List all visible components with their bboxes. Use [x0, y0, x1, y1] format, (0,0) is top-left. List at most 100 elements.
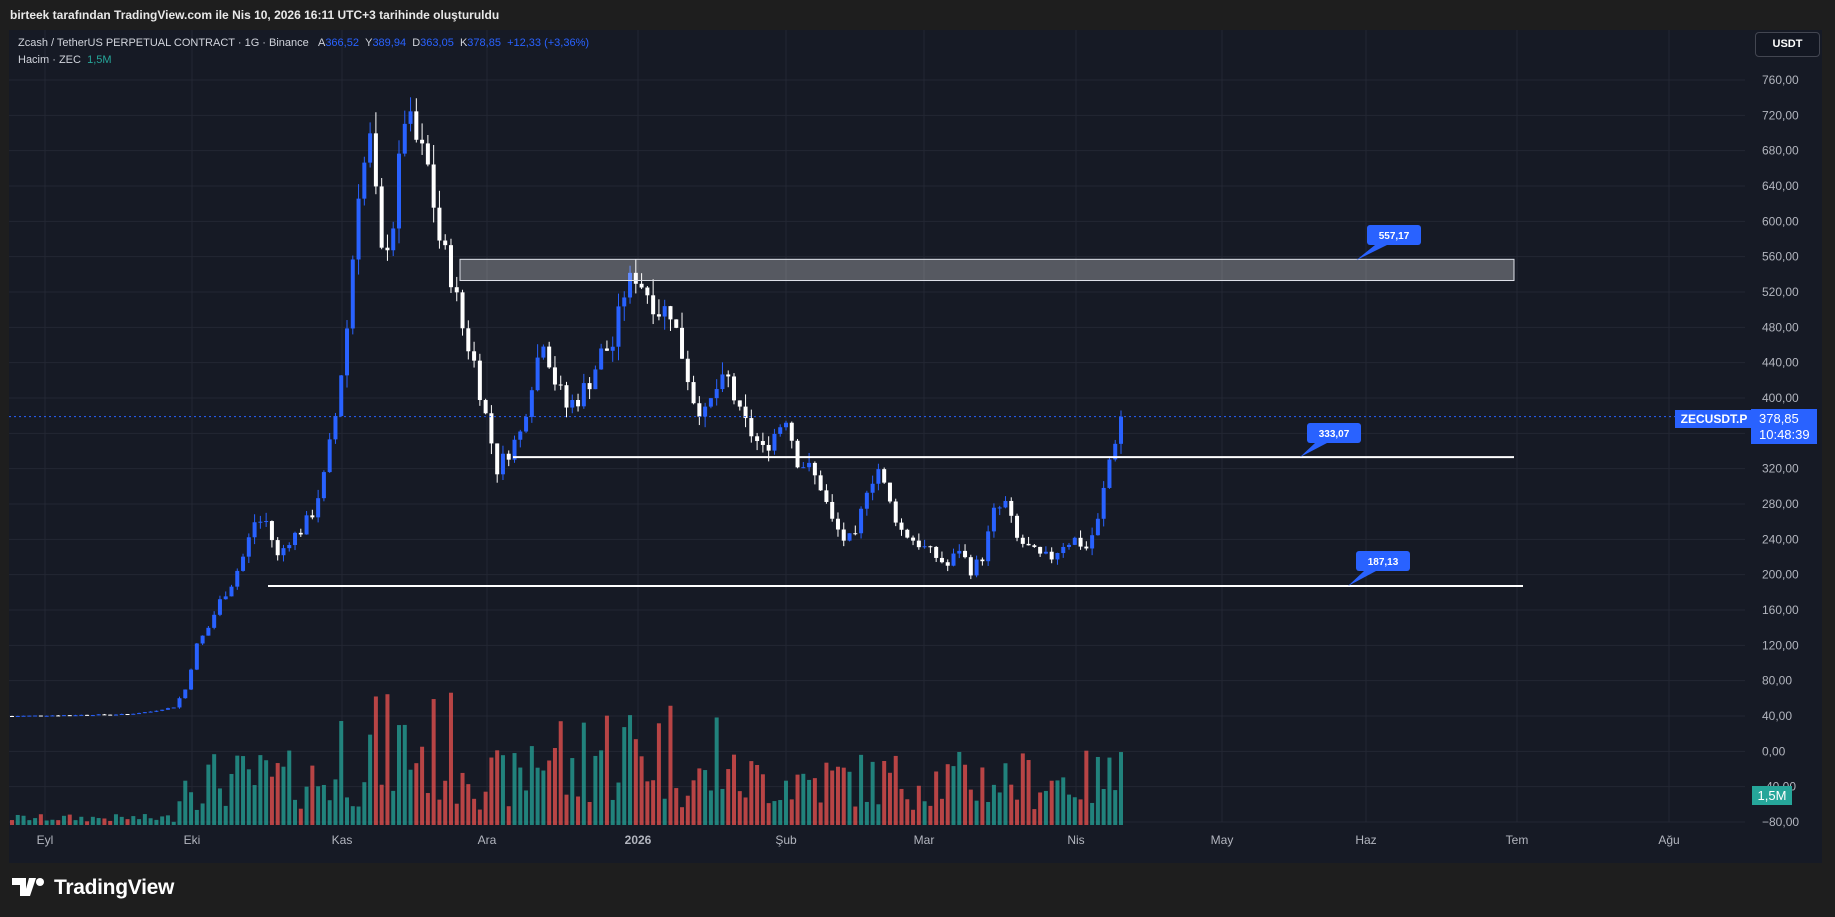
- volume-bar: [651, 780, 656, 825]
- volume-tag: 1,5M: [1752, 786, 1792, 805]
- volume-bar: [264, 760, 269, 825]
- volume-bar: [564, 794, 569, 825]
- volume-bar: [362, 782, 367, 825]
- candle-body: [15, 715, 20, 717]
- candle-body: [778, 427, 783, 434]
- candle-body: [1003, 500, 1008, 508]
- candle-body: [1107, 459, 1112, 488]
- candle-body: [1009, 500, 1014, 516]
- volume-bar: [841, 767, 846, 825]
- candle-body: [379, 186, 384, 248]
- candle-body: [108, 714, 113, 716]
- volume-bar: [772, 801, 777, 825]
- candle-body: [67, 715, 72, 717]
- candle-body: [991, 507, 996, 532]
- price-tick-label: 440,00: [1762, 356, 1799, 370]
- candle-body: [945, 562, 950, 566]
- candle-body: [552, 367, 557, 385]
- candle-body: [460, 292, 465, 329]
- candle-body: [576, 400, 581, 407]
- volume-bar: [229, 773, 234, 825]
- volume-bar: [1038, 792, 1043, 825]
- volume-bar: [859, 754, 864, 825]
- volume-bar: [847, 771, 852, 825]
- volume-bar: [570, 758, 575, 825]
- volume-bar: [581, 722, 586, 825]
- candle-body: [448, 245, 453, 288]
- price-tick-label: 520,00: [1762, 285, 1799, 299]
- volume-bar: [743, 797, 748, 825]
- candle-body: [1026, 543, 1031, 546]
- volume-bar: [1078, 799, 1083, 825]
- volume-bar: [431, 699, 436, 825]
- candle-body: [835, 518, 840, 530]
- candle-body: [922, 546, 927, 548]
- time-tick-label: Mar: [914, 833, 935, 847]
- last-price: 378,85: [1759, 411, 1799, 426]
- currency-button[interactable]: USDT: [1755, 32, 1820, 57]
- candle-body: [483, 400, 488, 414]
- candle-body: [916, 540, 921, 548]
- volume-bar: [789, 799, 794, 825]
- volume-bar: [1043, 790, 1048, 825]
- volume-bar: [477, 809, 482, 825]
- candle-body: [506, 453, 511, 460]
- volume-bar: [685, 795, 690, 825]
- volume-bar: [27, 820, 32, 825]
- volume-bar: [991, 784, 996, 825]
- candle-body: [131, 713, 136, 715]
- candle-body: [50, 715, 55, 717]
- candle-body: [420, 139, 425, 144]
- symbol-title[interactable]: Zcash / TetherUS PERPETUAL CONTRACT · 1G…: [18, 37, 309, 49]
- time-tick-label: Haz: [1355, 833, 1376, 847]
- volume-bar: [500, 755, 505, 825]
- volume-bar: [165, 815, 170, 825]
- volume-bar: [1067, 794, 1072, 825]
- volume-bar: [674, 788, 679, 825]
- tradingview-logo[interactable]: TradingView: [12, 876, 174, 900]
- candle-body: [564, 385, 569, 408]
- candle-body: [714, 389, 719, 399]
- volume-bar: [252, 785, 257, 825]
- volume-bar: [835, 766, 840, 825]
- price-tick-label: 640,00: [1762, 179, 1799, 193]
- volume-bar: [90, 816, 95, 825]
- open-label: A: [317, 37, 326, 49]
- candle-body: [680, 327, 685, 359]
- candle-body: [206, 627, 211, 636]
- volume-bar: [1049, 780, 1054, 825]
- legend-row-ohlc: Zcash / TetherUS PERPETUAL CONTRACT · 1G…: [18, 35, 589, 52]
- volume-bar: [1032, 809, 1037, 825]
- volume-bar: [749, 761, 754, 825]
- volume-bar: [327, 800, 332, 825]
- level-callout-upper: 333,07: [1300, 423, 1361, 458]
- candle-body: [333, 415, 338, 440]
- volume-bar: [113, 814, 118, 825]
- candle-body: [495, 443, 500, 475]
- volume-bar: [783, 780, 788, 825]
- price-tick-label: 240,00: [1762, 532, 1799, 546]
- candle-body: [229, 586, 234, 597]
- candle-body: [1101, 487, 1106, 519]
- candle-body: [639, 283, 644, 288]
- candle-body: [616, 306, 621, 347]
- volume-label[interactable]: Hacim · ZEC: [18, 54, 81, 66]
- volume-bar: [818, 802, 823, 825]
- candle-body: [755, 436, 760, 442]
- candle-body: [518, 431, 523, 440]
- candle-body: [1084, 546, 1089, 549]
- volume-bar: [639, 756, 644, 825]
- candle-body: [951, 553, 956, 566]
- volume-bar: [812, 778, 817, 825]
- candle-body: [293, 532, 298, 546]
- candle-body: [362, 162, 367, 199]
- candle-body: [685, 358, 690, 383]
- candle-body: [628, 272, 633, 298]
- price-tick-label: 200,00: [1762, 568, 1799, 582]
- price-tick-label: 80,00: [1762, 674, 1792, 688]
- candle-body: [604, 348, 609, 351]
- volume-bar: [766, 803, 771, 825]
- volume-bar: [44, 820, 49, 825]
- callout-label: 557,17: [1379, 231, 1410, 242]
